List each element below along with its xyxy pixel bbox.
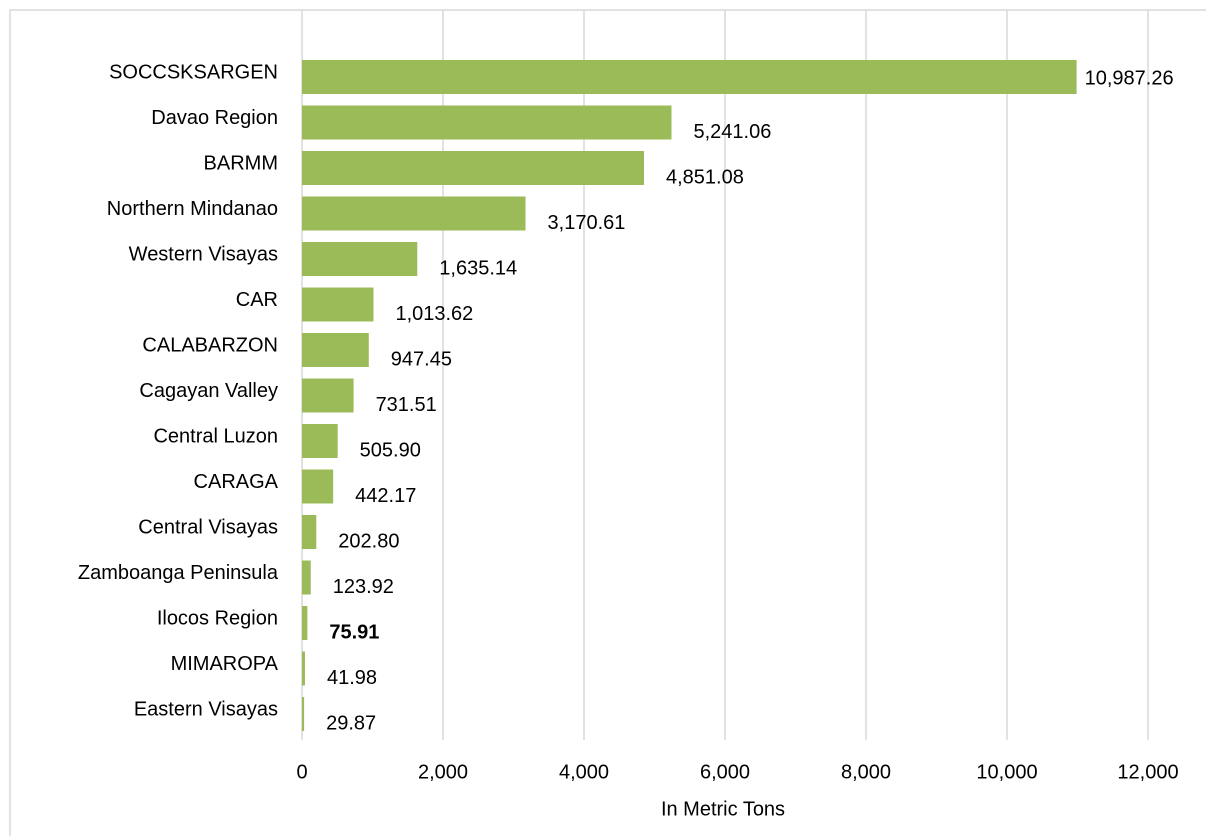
bar xyxy=(302,697,305,731)
y-tick-label: MIMAROPA xyxy=(171,653,279,675)
bar xyxy=(302,606,308,640)
bar xyxy=(302,151,645,185)
value-label: 1,635.14 xyxy=(439,257,517,279)
value-label: 3,170.61 xyxy=(548,212,626,234)
chart-frame xyxy=(9,9,1206,836)
bar xyxy=(302,196,526,231)
bar xyxy=(302,560,311,595)
bar xyxy=(302,333,369,367)
y-tick-label: Ilocos Region xyxy=(157,607,278,629)
y-tick-label: Davao Region xyxy=(151,107,278,129)
y-tick-label: CALABARZON xyxy=(142,334,278,356)
bar xyxy=(302,424,338,458)
y-tick-label: Northern Mindanao xyxy=(107,198,278,220)
y-tick-label: Western Visayas xyxy=(129,243,278,265)
bar xyxy=(302,469,334,504)
value-label: 41.98 xyxy=(327,667,377,689)
value-label: 1,013.62 xyxy=(395,303,473,325)
y-tick-label: Central Luzon xyxy=(153,425,278,447)
value-label: 505.90 xyxy=(360,439,421,461)
x-tick-label: 12,000 xyxy=(1117,761,1178,783)
y-tick-label: Eastern Visayas xyxy=(134,698,278,720)
value-label: 10,987.26 xyxy=(1085,67,1174,89)
x-tick-label: 0 xyxy=(296,761,307,783)
value-label: 123.92 xyxy=(333,576,394,598)
y-tick-label: CAR xyxy=(236,289,278,311)
x-tick-label: 8,000 xyxy=(841,761,891,783)
bar xyxy=(302,287,374,322)
bar xyxy=(302,378,354,413)
value-label: 4,851.08 xyxy=(666,166,744,188)
bar xyxy=(302,651,305,686)
y-tick-label: BARMM xyxy=(204,152,278,174)
value-label: 5,241.06 xyxy=(693,121,771,143)
x-tick-label: 4,000 xyxy=(559,761,609,783)
y-tick-label: CARAGA xyxy=(194,471,279,493)
y-tick-label: Central Visayas xyxy=(138,516,278,538)
value-label: 731.51 xyxy=(376,394,437,416)
y-tick-label: Cagayan Valley xyxy=(139,380,278,402)
value-label: 29.87 xyxy=(326,712,376,734)
bar xyxy=(302,105,672,140)
bar xyxy=(302,515,317,549)
bar xyxy=(302,60,1077,94)
value-label: 75.91 xyxy=(329,621,379,643)
x-axis-label: In Metric Tons xyxy=(661,798,785,820)
y-tick-label: SOCCSKSARGEN xyxy=(109,61,278,83)
value-label: 442.17 xyxy=(355,485,416,507)
x-tick-label: 10,000 xyxy=(976,761,1037,783)
value-label: 202.80 xyxy=(338,530,399,552)
value-label: 947.45 xyxy=(391,348,452,370)
x-tick-label: 2,000 xyxy=(418,761,468,783)
x-tick-label: 6,000 xyxy=(700,761,750,783)
y-tick-label: Zamboanga Peninsula xyxy=(78,562,279,584)
bar xyxy=(302,242,418,276)
